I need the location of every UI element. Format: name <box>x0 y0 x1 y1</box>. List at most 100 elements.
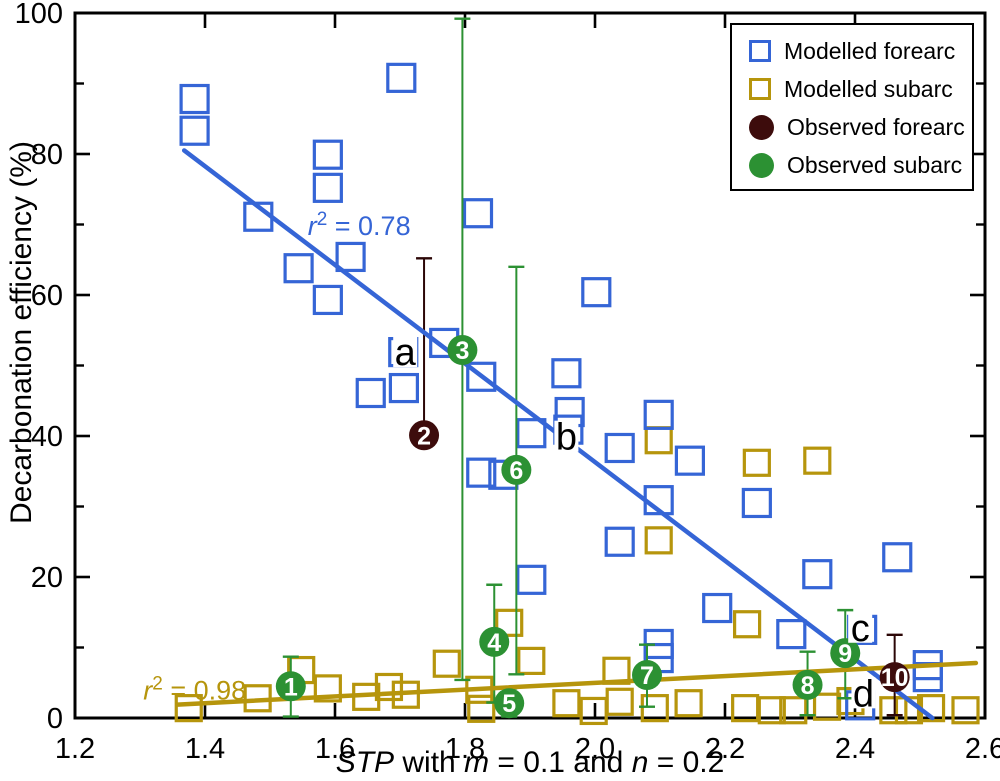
legend-item-modelled-subarc: Modelled subarc <box>732 70 972 108</box>
modelled-forearc-point <box>312 284 343 316</box>
x-tick-label: 1.2 <box>55 733 95 765</box>
modelled-forearc-point <box>312 139 343 170</box>
forearc-fit-r2-label: r2 = 0.78 <box>308 209 411 241</box>
modelled-forearc-point <box>802 559 833 590</box>
modelled-forearc-point <box>388 372 419 404</box>
modelled-subarc-point <box>742 448 771 477</box>
observed-subarc-point-4 <box>479 626 510 657</box>
observed-subarc-point-3 <box>447 334 478 365</box>
y-tick-label: 20 <box>31 562 63 594</box>
modelled-subarc-point <box>495 608 524 637</box>
modelled-forearc-point <box>179 115 210 146</box>
y-tick-label: 100 <box>15 0 63 30</box>
point-number-label: 4 <box>487 629 501 657</box>
subarc-fit-r2-label: r2 = 0.98 <box>143 674 246 706</box>
modelled-forearc-point <box>283 253 314 284</box>
circle-swatch-icon <box>749 114 774 140</box>
x-tick-label: 1.8 <box>445 733 485 765</box>
modelled-subarc-point <box>432 649 461 678</box>
modelled-forearc-point <box>466 361 497 392</box>
modelled-subarc-point <box>644 426 673 455</box>
legend-item-observed-subarc: Observed subarc <box>732 146 972 184</box>
point-number-label: 5 <box>502 690 516 718</box>
modelled-forearc-point <box>604 526 635 557</box>
observed-forearc-point-2 <box>409 420 440 451</box>
modelled-subarc-point <box>467 694 496 723</box>
modelled-subarc-point <box>640 694 669 723</box>
x-axis-title-segment: with <box>394 746 465 779</box>
observed-forearc-point-10 <box>879 662 910 693</box>
modelled-subarc-point <box>313 674 342 703</box>
observed-subarc-point-7 <box>632 659 662 690</box>
subarc-fit-line <box>175 660 979 707</box>
modelled-forearc-point <box>604 432 635 464</box>
modelled-subarc-point <box>374 672 404 702</box>
annotation-bg <box>848 611 873 643</box>
modelled-forearc-point <box>882 542 913 573</box>
point-number-label: 2 <box>417 422 431 450</box>
modelled-subarc-point <box>605 687 634 716</box>
legend: Modelled forearc Modelled subarc Observed … <box>730 23 974 191</box>
modelled-forearc-point <box>702 592 733 624</box>
modelled-subarc-point <box>757 696 786 725</box>
point-number-label: 9 <box>838 640 852 668</box>
x-tick-label: 2.6 <box>965 733 1000 765</box>
modelled-subarc-point <box>674 689 703 718</box>
legend-item-label: Modelled forearc <box>784 37 956 64</box>
square-swatch-icon <box>749 78 771 100</box>
square-swatch-icon <box>749 40 771 62</box>
y-tick-label: 60 <box>31 280 63 312</box>
x-tick-label: 1.6 <box>315 733 355 765</box>
x-axis-title-segment: STP <box>335 746 395 779</box>
modelled-forearc-point <box>462 198 494 229</box>
y-tick-label: 0 <box>47 703 63 735</box>
point-number-label: 1 <box>284 673 298 701</box>
modelled-forearc-point <box>386 62 417 93</box>
observed-subarc-point-9 <box>830 638 861 669</box>
modelled-forearc-point <box>355 377 386 409</box>
modelled-subarc-point <box>779 696 808 725</box>
annotation-d: d <box>853 673 874 715</box>
legend-item-observed-forearc: Observed forearc <box>732 108 972 146</box>
legend-item-label: Observed forearc <box>787 113 965 140</box>
modelled-forearc-point <box>466 457 497 488</box>
annotation-a: a <box>395 332 417 374</box>
modelled-forearc-point <box>776 619 807 650</box>
y-tick-label: 80 <box>31 139 63 171</box>
circle-swatch-icon <box>749 152 774 178</box>
x-axis-title-segment: = 0.2 <box>648 746 725 779</box>
annotation-bg <box>851 677 876 709</box>
observed-subarc-point-8 <box>792 669 823 700</box>
modelled-subarc-point <box>174 694 203 723</box>
modelled-subarc-point <box>517 646 546 675</box>
modelled-subarc-point <box>731 694 760 723</box>
modelled-subarc-point <box>803 446 832 475</box>
observed-subarc-point-6 <box>501 454 532 485</box>
legend-item-label: Modelled subarc <box>784 75 953 102</box>
x-tick-label: 2.2 <box>705 733 745 765</box>
x-axis-title-segment: = 0.1 and <box>489 746 632 779</box>
modelled-subarc-point <box>552 689 581 718</box>
point-number-label: 10 <box>881 664 909 692</box>
observed-subarc-point-1 <box>275 671 306 702</box>
legend-item-label: Observed subarc <box>787 151 963 178</box>
annotation-b: b <box>556 417 577 459</box>
x-axis-title-segment: n <box>631 746 649 779</box>
modelled-forearc-point <box>312 172 343 203</box>
modelled-forearc-point <box>643 399 674 430</box>
modelled-forearc-point <box>581 277 612 308</box>
modelled-subarc-point <box>879 696 908 725</box>
modelled-forearc-point <box>335 241 366 273</box>
legend-item-modelled-forearc: Modelled forearc <box>732 32 972 70</box>
modelled-subarc-point <box>644 526 673 555</box>
point-number-label: 7 <box>640 662 654 690</box>
modelled-subarc-point <box>951 696 980 725</box>
modelled-forearc-point <box>516 418 547 449</box>
annotation-c: c <box>851 608 870 650</box>
modelled-forearc-point <box>674 445 706 476</box>
point-number-label: 8 <box>801 672 815 700</box>
y-axis-title: Decarbonation efficiency (%) <box>5 141 38 525</box>
x-axis-title: STP with m = 0.1 and n = 0.2 <box>75 746 985 780</box>
